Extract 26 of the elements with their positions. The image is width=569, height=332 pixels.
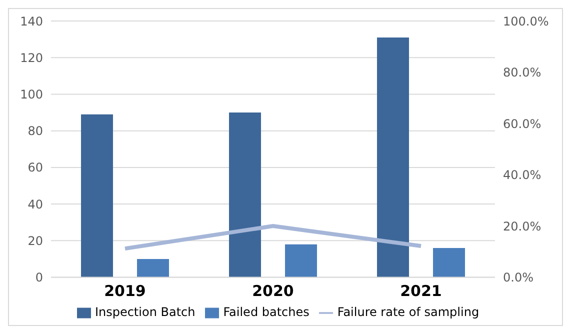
x-tick-label: 2020: [252, 282, 294, 300]
legend-label: Failure rate of sampling: [337, 305, 480, 320]
y-tick-label: 0: [35, 270, 43, 285]
y-tick-label: 120: [20, 50, 43, 65]
y2-tick-label: 60.0%: [503, 116, 542, 131]
x-tick-label: 2019: [104, 282, 146, 300]
y2-tick-label: 80.0%: [503, 66, 542, 80]
bar: [137, 258, 169, 278]
x-tick-label: 2021: [400, 282, 442, 300]
y-tick-label: 40: [28, 197, 43, 212]
bar: [377, 37, 409, 278]
bar: [229, 112, 261, 278]
legend-label: Failed batches: [223, 305, 310, 320]
legend-label: Inspection Batch: [94, 305, 196, 320]
y2-tick-label: 100.0%: [503, 14, 549, 28]
y2-tick-label: 40.0%: [503, 168, 542, 182]
y-tick-label: 20: [28, 234, 43, 248]
y-tick-label: 100: [20, 87, 43, 102]
y-tick-label: 140: [20, 14, 43, 28]
y2-tick-label: 20.0%: [503, 219, 542, 234]
y2-tick-label: 0.0%: [503, 270, 534, 285]
bar: [81, 114, 113, 278]
bar: [433, 248, 465, 278]
bar: [285, 244, 317, 278]
y-tick-label: 80: [28, 124, 43, 138]
y-tick-label: 60: [28, 160, 43, 175]
